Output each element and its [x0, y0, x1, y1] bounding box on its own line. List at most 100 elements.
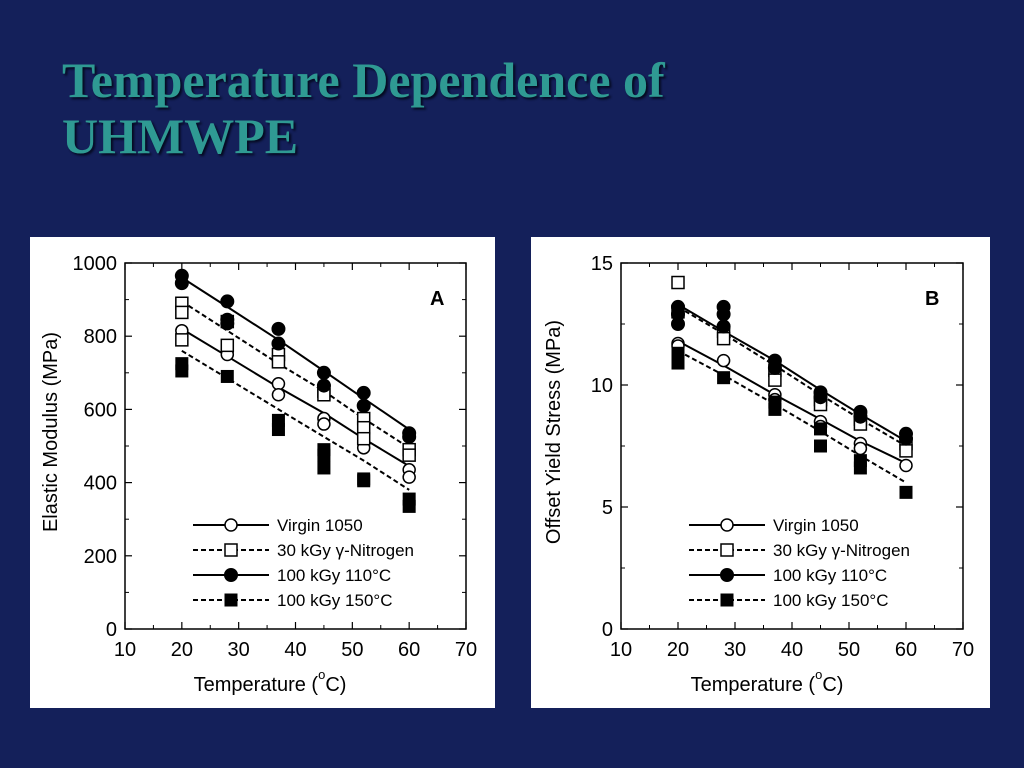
- data-point-100-kgy-150-c: [899, 485, 913, 499]
- x-tick-label: 50: [341, 639, 363, 661]
- data-point-100-kgy-110-c: [402, 429, 417, 444]
- legend-marker-virgin-1050: [224, 518, 238, 532]
- data-point-100-kgy-150-c: [317, 461, 331, 475]
- data-point-100-kgy-110-c: [316, 365, 331, 380]
- data-point-virgin-1050: [271, 377, 286, 391]
- fit-line-30-kgy-nitrogen: [677, 306, 907, 447]
- legend-label-virgin-1050: Virgin 1050: [277, 516, 363, 535]
- x-axis-title-b: Temperature (oC): [691, 667, 844, 696]
- data-point-100-kgy-110-c: [767, 360, 782, 375]
- panel-label-b: B: [925, 288, 939, 310]
- x-tick-label: 40: [284, 639, 306, 661]
- data-point-100-kgy-110-c: [174, 276, 189, 291]
- data-point-100-kgy-110-c: [271, 336, 286, 351]
- data-point-100-kgy-110-c: [671, 317, 685, 331]
- y-tick-label: 600: [84, 399, 117, 421]
- legend-label-virgin-1050: Virgin 1050: [773, 516, 859, 535]
- legend-marker-30-kgy-nitrogen: [720, 543, 734, 557]
- data-point-100-kgy-110-c: [899, 431, 913, 446]
- data-point-100-kgy-110-c: [356, 398, 371, 413]
- data-point-30-kgy-nitrogen: [671, 275, 685, 290]
- chart-panel-b: 10 20 30 40 50 60 70 0 5 10 15 Virgin 1050 30 kGy γ-…: [531, 237, 990, 708]
- y-tick-label: 800: [84, 326, 117, 348]
- legend-label-100-kgy-150-c: 100 kGy 150°C: [773, 591, 888, 610]
- data-point-100-kgy-150-c: [175, 364, 189, 378]
- data-point-100-kgy-110-c: [220, 294, 235, 309]
- data-point-virgin-1050: [716, 353, 731, 368]
- data-point-30-kgy-nitrogen: [175, 305, 189, 320]
- data-point-30-kgy-nitrogen: [768, 373, 782, 387]
- legend-label-30-kgy-nitrogen: 30 kGy γ-Nitrogen: [773, 541, 910, 560]
- x-tick-label: 20: [171, 639, 193, 661]
- y-tick-label: 15: [591, 253, 613, 275]
- panel-label-a: A: [430, 288, 444, 310]
- data-point-virgin-1050: [899, 458, 913, 473]
- data-point-30-kgy-nitrogen: [899, 444, 913, 458]
- plot-area-b: 10 20 30 40 50 60 70 0 5 10 15 Virgin 1050 30 kGy γ-…: [591, 253, 974, 661]
- legend-b: Virgin 1050 30 kGy γ-Nitrogen 100 kGy 110°…: [689, 516, 910, 610]
- data-point-100-kgy-150-c: [717, 371, 731, 385]
- x-tick-label: 30: [228, 639, 250, 661]
- y-tick-label: 0: [106, 619, 117, 641]
- data-point-virgin-1050: [402, 470, 416, 484]
- data-point-virgin-1050: [271, 388, 286, 402]
- x-axis-title-a-main: Temperature (: [194, 674, 319, 696]
- data-point-30-kgy-nitrogen: [402, 448, 416, 462]
- legend-marker-100-kgy-150-c: [720, 593, 734, 607]
- x-axis-title-a-unit: C): [325, 674, 346, 696]
- y-tick-label: 1000: [73, 253, 118, 275]
- data-point-100-kgy-110-c: [853, 409, 868, 424]
- x-tick-label: 10: [114, 639, 136, 661]
- x-tick-label: 70: [952, 639, 974, 661]
- data-point-30-kgy-nitrogen: [271, 355, 286, 369]
- data-point-100-kgy-110-c: [356, 385, 371, 400]
- data-point-100-kgy-110-c: [716, 319, 731, 334]
- data-point-100-kgy-150-c: [853, 461, 867, 475]
- data-point-virgin-1050: [853, 441, 868, 456]
- data-point-100-kgy-150-c: [768, 402, 782, 416]
- legend-marker-100-kgy-110-c: [224, 568, 238, 582]
- fit-line-100-kgy-110-c: [181, 276, 410, 431]
- data-point-100-kgy-110-c: [716, 307, 731, 322]
- y-axis-title-a: Elastic Modulus (MPa): [40, 332, 62, 532]
- x-tick-label: 10: [610, 639, 632, 661]
- slide-title-line-1: Temperature Dependence of: [62, 52, 665, 108]
- fit-line-100-kgy-150-c: [677, 349, 907, 484]
- fit-line-100-kgy-150-c: [181, 349, 410, 491]
- data-point-30-kgy-nitrogen: [220, 338, 235, 353]
- data-point-100-kgy-150-c: [814, 422, 827, 436]
- data-point-100-kgy-150-c: [317, 448, 331, 462]
- chart-panel-a: 10 20 30 40 50 60 70 0 200 400 600 800 1000 Virgin 10…: [30, 237, 495, 708]
- y-tick-label: 10: [591, 375, 613, 397]
- y-tick-label: 0: [602, 619, 613, 641]
- data-point-100-kgy-150-c: [814, 439, 827, 453]
- legend-label-100-kgy-150-c: 100 kGy 150°C: [277, 591, 392, 610]
- fit-line-30-kgy-nitrogen: [181, 300, 410, 449]
- data-point-30-kgy-nitrogen: [356, 420, 371, 435]
- x-tick-label: 20: [667, 639, 689, 661]
- legend-marker-30-kgy-nitrogen: [224, 543, 238, 557]
- legend-marker-100-kgy-150-c: [224, 593, 238, 607]
- data-point-100-kgy-110-c: [271, 321, 286, 336]
- data-point-100-kgy-150-c: [220, 369, 234, 383]
- x-tick-label: 70: [455, 639, 477, 661]
- data-point-100-kgy-150-c: [271, 423, 285, 437]
- slide-title: Temperature Dependence of UHMWPE: [62, 52, 962, 164]
- legend-a: Virgin 1050 30 kGy γ-Nitrogen 100 kGy 110°…: [193, 516, 414, 610]
- x-tick-label: 30: [724, 639, 746, 661]
- data-point-100-kgy-150-c: [402, 499, 416, 513]
- data-point-100-kgy-110-c: [316, 378, 331, 393]
- legend-label-100-kgy-110-c: 100 kGy 110°C: [773, 566, 887, 585]
- fit-line-100-kgy-110-c: [677, 303, 907, 442]
- legend-label-100-kgy-110-c: 100 kGy 110°C: [277, 566, 391, 585]
- offset-yield-stress-chart: 10 20 30 40 50 60 70 0 5 10 15 Virgin 1050 30 kGy γ-…: [543, 253, 974, 696]
- fit-line-virgin-1050: [677, 340, 907, 465]
- data-point-100-kgy-150-c: [671, 356, 685, 370]
- data-point-virgin-1050: [317, 417, 331, 431]
- data-point-30-kgy-nitrogen: [175, 333, 189, 347]
- x-axis-title-a: Temperature (oC): [194, 667, 347, 696]
- slide-title-line-2: UHMWPE: [62, 108, 299, 164]
- fit-line-virgin-1050: [181, 328, 410, 467]
- data-point-100-kgy-110-c: [220, 316, 235, 331]
- elastic-modulus-chart: 10 20 30 40 50 60 70 0 200 400 600 800 1000 Virgin 10…: [40, 253, 477, 696]
